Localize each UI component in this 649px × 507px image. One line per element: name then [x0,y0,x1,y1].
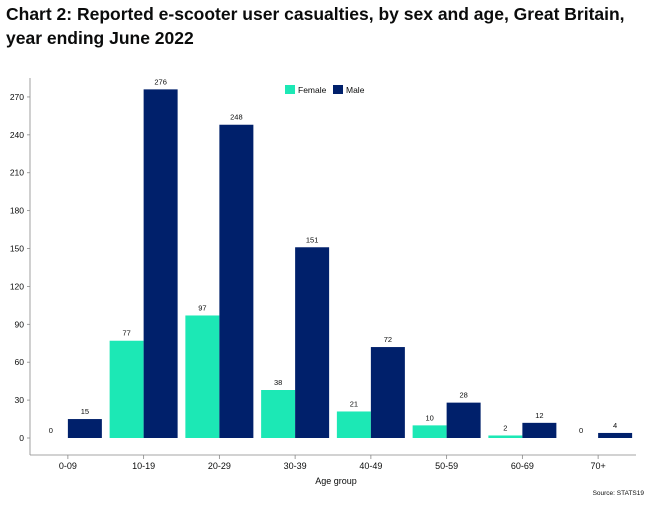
legend-swatch-male [333,85,343,94]
x-tick-label: 70+ [590,461,605,471]
y-tick-label: 270 [10,92,24,102]
x-tick-label: 30-39 [284,461,307,471]
bar-female-60-69 [488,435,523,438]
data-label-female-70+: 0 [579,426,583,435]
data-label-male-50-59: 28 [459,391,467,400]
data-label-male-10-19: 276 [154,77,167,86]
bar-female-20-29 [185,315,220,438]
chart-title: Chart 2: Reported e-scooter user casualt… [6,4,625,48]
data-label-female-20-29: 97 [198,303,206,312]
data-label-male-30-39: 151 [306,235,319,244]
x-axis: 0-09 10-19 20-29 30-39 40-49 50-59 60-69 70+ [30,454,636,471]
x-axis-title: Age group [315,476,357,486]
data-label-female-60-69: 2 [503,423,507,432]
legend: Female Male [285,85,365,95]
x-tick-label: 0-09 [59,461,77,471]
y-tick-label: 60 [15,357,25,367]
bar-male-70+ [598,432,633,438]
data-label-male-40-49: 72 [384,335,392,344]
data-label-female-30-39: 38 [274,378,282,387]
x-tick-label: 50-59 [435,461,458,471]
y-axis: 0 30 60 90 120 150 180 210 240 270 [10,78,31,455]
bar-male-0-09 [67,419,102,438]
y-tick-label: 30 [15,395,25,405]
data-label-female-0-09: 0 [49,426,53,435]
y-tick-label: 0 [19,433,24,443]
bar-male-10-19 [143,89,178,439]
bar-male-30-39 [295,247,330,438]
bar-female-30-39 [261,390,296,438]
bar-male-20-29 [219,124,254,438]
bar-male-50-59 [446,402,481,438]
y-tick-label: 120 [10,281,24,291]
y-tick-label: 90 [15,319,25,329]
y-tick-label: 150 [10,244,24,254]
bar-female-50-59 [412,425,447,438]
data-label-female-40-49: 21 [350,399,358,408]
bars [67,89,633,439]
y-tick-label: 210 [10,168,24,178]
bar-female-10-19 [109,340,144,438]
legend-swatch-female [285,85,295,94]
x-tick-label: 40-49 [359,461,382,471]
data-label-male-0-09: 15 [81,407,89,416]
data-label-female-10-19: 77 [122,329,130,338]
source-note: Source: STATS19 [593,490,645,497]
data-label-male-20-29: 248 [230,113,243,122]
x-tick-label: 60-69 [511,461,534,471]
bar-female-40-49 [336,411,371,438]
data-label-male-70+: 4 [613,421,617,430]
data-labels: 0 15 77 276 97 248 38 151 21 72 10 28 2 12 0 4 [49,77,617,435]
legend-label-male: Male [346,85,365,95]
y-tick-label: 180 [10,206,24,216]
bar-male-60-69 [522,422,557,438]
data-label-male-60-69: 12 [535,411,543,420]
bar-male-40-49 [370,347,405,438]
data-label-female-50-59: 10 [425,413,433,422]
x-tick-label: 10-19 [132,461,155,471]
y-tick-label: 240 [10,130,24,140]
legend-label-female: Female [298,85,327,95]
x-tick-label: 20-29 [208,461,231,471]
